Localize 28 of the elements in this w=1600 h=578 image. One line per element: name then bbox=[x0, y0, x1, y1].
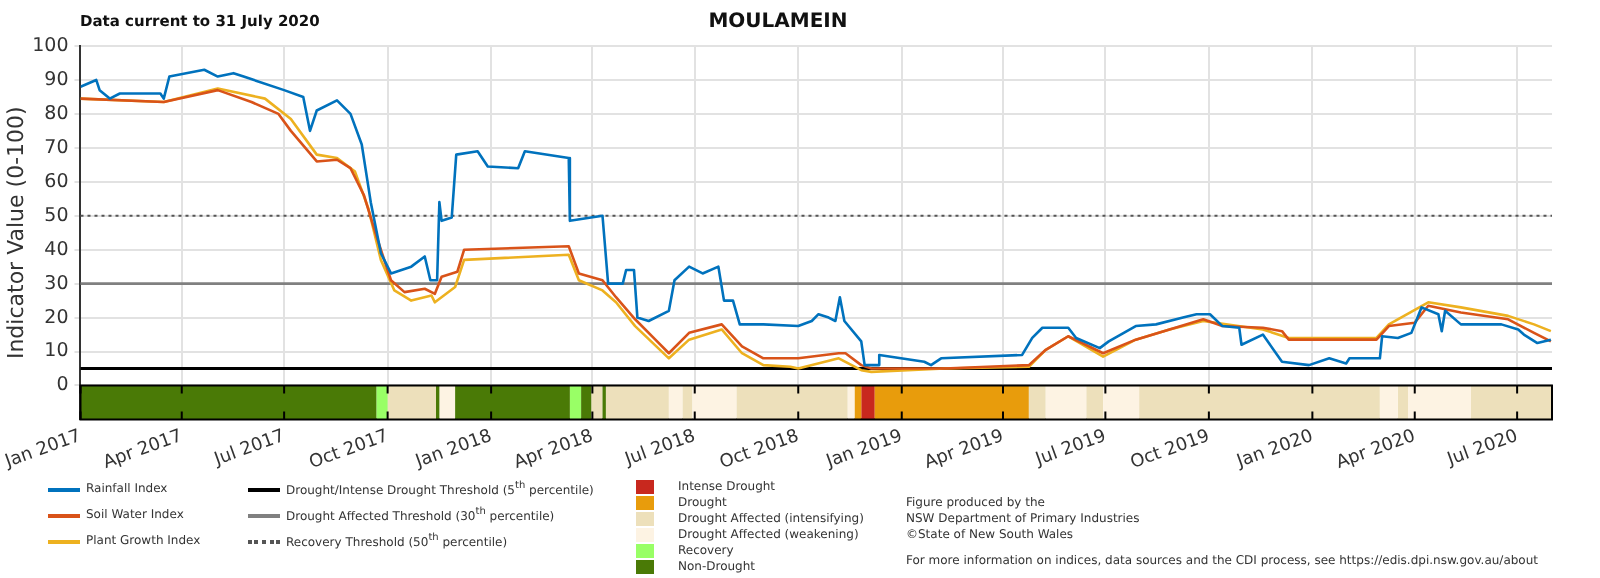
x-tick-label: Apr 2020 bbox=[1334, 426, 1419, 474]
y-tick-label: 70 bbox=[44, 136, 69, 159]
x-tick-label: Jan 2018 bbox=[411, 426, 496, 474]
x-tick-label: Apr 2019 bbox=[922, 426, 1008, 474]
y-tick-label: 90 bbox=[44, 68, 69, 91]
x-tick-label: Jan 2019 bbox=[822, 426, 906, 474]
x-tick-label: Jul 2017 bbox=[210, 426, 288, 472]
y-axis-title: Indicator Value (0-100) bbox=[3, 106, 30, 360]
x-tick-label: Jan 2020 bbox=[1232, 426, 1317, 474]
x-tick-label: Jul 2018 bbox=[620, 426, 699, 472]
x-tick-label: Jan 2017 bbox=[1, 426, 85, 474]
x-tick-label: Oct 2017 bbox=[306, 426, 392, 474]
y-tick-label: 80 bbox=[44, 102, 69, 125]
y-tick-label: 40 bbox=[44, 238, 69, 261]
x-tick-label: Jul 2020 bbox=[1443, 426, 1522, 472]
chart-title: MOULAMEIN bbox=[708, 11, 848, 34]
y-tick-label: 10 bbox=[44, 340, 69, 363]
y-tick-label: 30 bbox=[44, 272, 69, 295]
x-tick-label: Oct 2019 bbox=[1128, 426, 1214, 474]
y-tick-label: 20 bbox=[44, 306, 69, 329]
x-tick-label: Apr 2018 bbox=[511, 426, 597, 474]
x-tick-label: Oct 2018 bbox=[717, 426, 803, 474]
x-tick-label: Apr 2017 bbox=[101, 426, 186, 474]
y-tick-label: 50 bbox=[44, 204, 69, 227]
x-tick-label: Jul 2019 bbox=[1031, 426, 1110, 472]
y-tick-label: 60 bbox=[44, 170, 69, 193]
y-tick-label: 100 bbox=[32, 34, 69, 57]
y-tick-label: 0 bbox=[56, 374, 69, 397]
